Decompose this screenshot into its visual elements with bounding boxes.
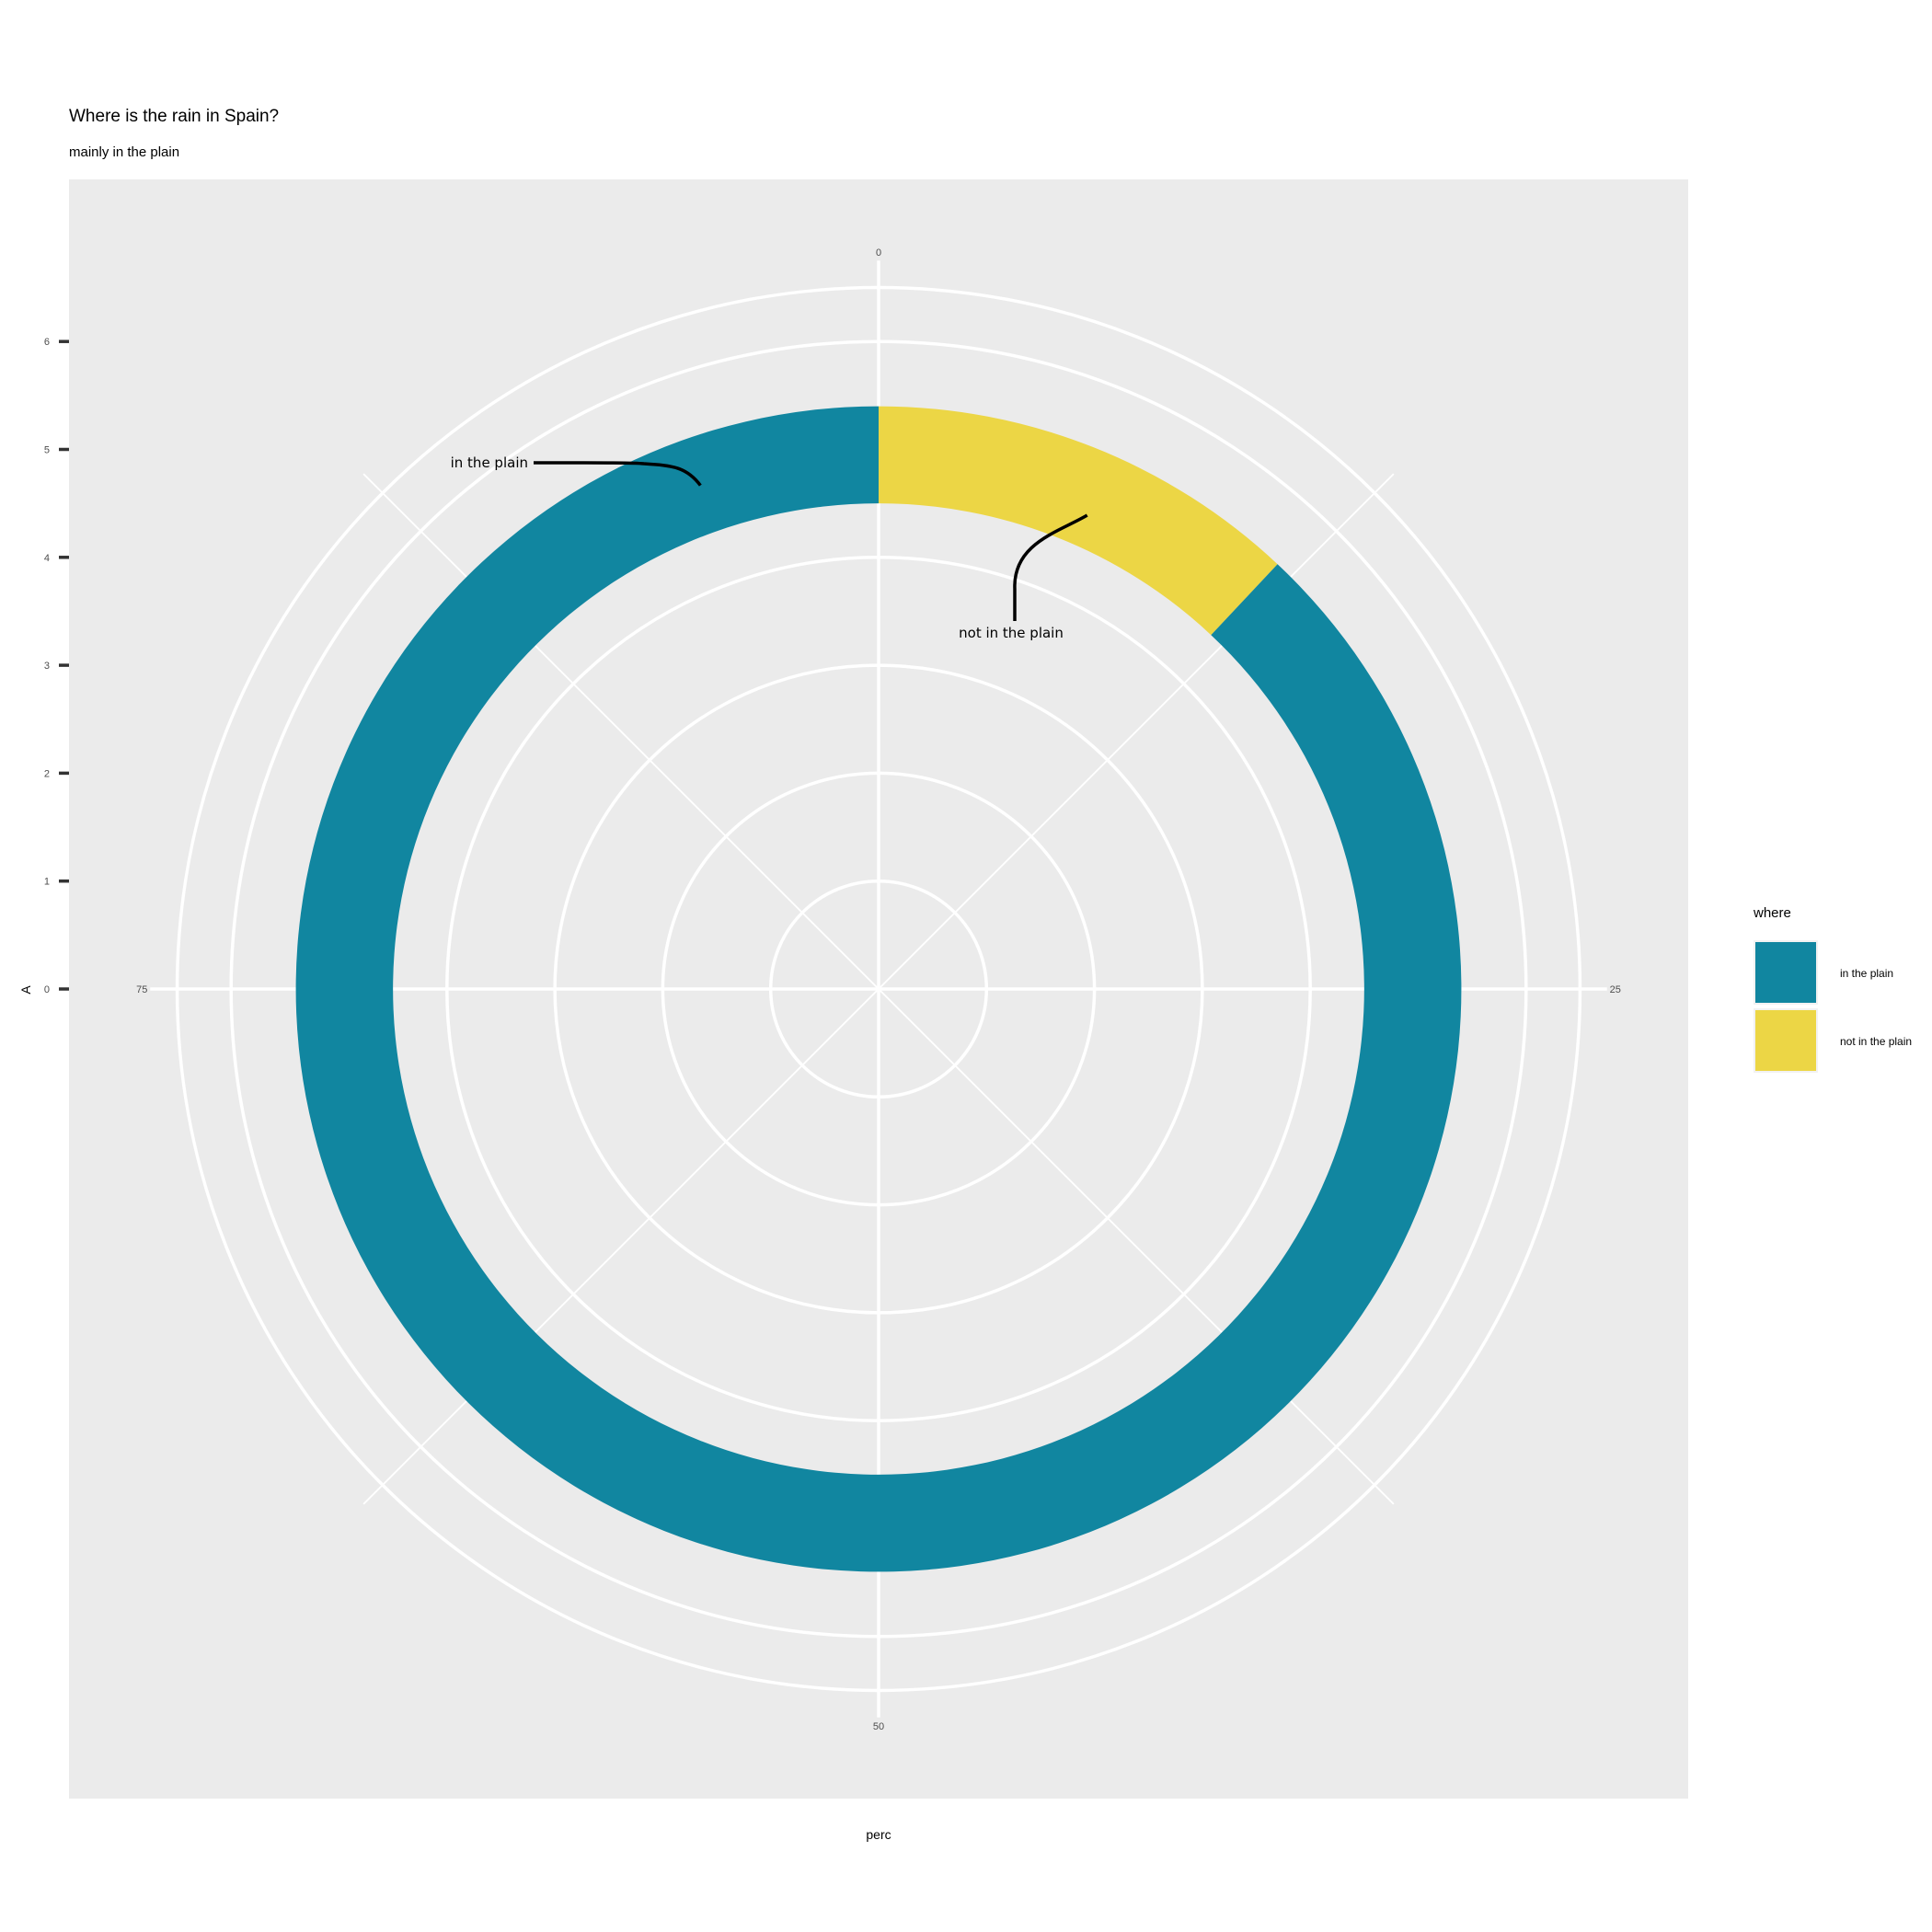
y-axis: 0 1 2 3 4 5 6 [44, 337, 69, 995]
x-axis-title: perc [866, 1827, 891, 1842]
theta-tick-label: 25 [1610, 984, 1621, 995]
legend-swatch [1755, 942, 1816, 1003]
grid-minor [362, 473, 1395, 1505]
y-tick-label: 4 [44, 553, 50, 564]
theta-tick-label: 75 [136, 984, 147, 995]
annotations: in the plain not in the plain [451, 454, 1088, 641]
y-axis-title: A [18, 985, 33, 995]
grid-spoke-minor [878, 473, 1395, 990]
y-tick-label: 2 [44, 768, 50, 779]
leader-line [1013, 513, 1088, 621]
grid-spoke-minor [878, 988, 1395, 1505]
chart-title: Where is the rain in Spain? [69, 107, 279, 126]
legend-label: in the plain [1840, 967, 1893, 980]
annotation-in-the-plain: in the plain [451, 454, 528, 471]
y-tick-label: 0 [44, 984, 50, 995]
legend-label: not in the plain [1840, 1035, 1912, 1048]
grid-spoke-minor [362, 473, 880, 990]
chart-subtitle: mainly in the plain [69, 144, 179, 160]
leader-line [533, 461, 702, 487]
y-tick-label: 1 [44, 877, 50, 888]
legend-title: where [1753, 905, 1791, 921]
grid-spoke-minor [362, 988, 880, 1505]
theta-tick-label: 0 [876, 247, 881, 259]
y-tick-label: 6 [44, 337, 50, 348]
y-tick-label: 3 [44, 661, 50, 672]
theta-tick-label: 50 [873, 1721, 884, 1732]
legend: where in the plain not in the plain [1753, 905, 1912, 1073]
y-tick-label: 5 [44, 445, 50, 456]
theta-tick-labels: 0 25 50 75 [136, 247, 1621, 1732]
legend-swatch [1755, 1010, 1816, 1071]
annotation-not-in-the-plain: not in the plain [959, 625, 1064, 641]
